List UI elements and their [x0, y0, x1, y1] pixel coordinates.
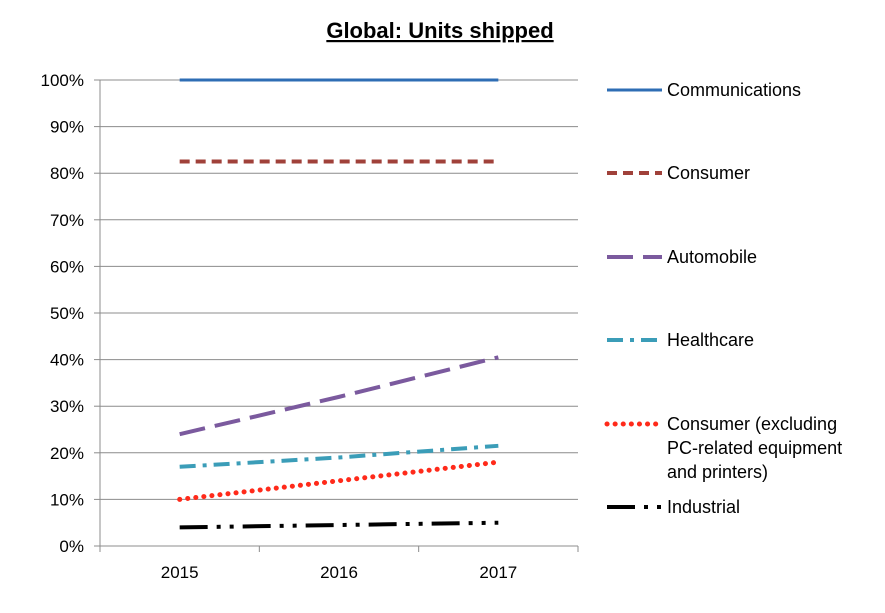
y-tick-label: 10% — [50, 490, 84, 509]
x-axis: 2015 2016 2017 — [99, 80, 579, 582]
legend-label: Consumer (excluding PC-related equipment a… — [667, 414, 842, 482]
x-tick-label: 2015 — [161, 563, 199, 582]
y-tick-label: 30% — [50, 397, 84, 416]
y-tick-label: 0% — [59, 537, 84, 556]
series-line — [179, 520, 499, 530]
y-tick-label: 20% — [50, 444, 84, 463]
legend-label: Automobile — [667, 247, 757, 267]
y-axis-ticks: 0% 10% 20% 30% 40% 50% 60% 70% 80% 90% 100% — [41, 71, 84, 556]
legend-label: Industrial — [667, 497, 740, 517]
legend-label: Healthcare — [667, 330, 754, 350]
series-lines — [177, 78, 501, 530]
y-tick-label: 60% — [50, 257, 84, 276]
series-line — [179, 443, 499, 469]
gridlines — [94, 79, 578, 547]
y-tick-label: 80% — [50, 164, 84, 183]
series-line — [177, 459, 501, 502]
y-tick-label: 70% — [50, 211, 84, 230]
series-line — [179, 355, 499, 437]
legend: Communications Consumer Automobile Healthca… — [604, 80, 842, 517]
y-tick-label: 100% — [41, 71, 84, 90]
y-tick-label: 90% — [50, 118, 84, 137]
y-tick-label: 50% — [50, 304, 84, 323]
y-tick-label: 40% — [50, 351, 84, 370]
chart-title: Global: Units shipped — [326, 18, 553, 43]
x-tick-label: 2017 — [479, 563, 517, 582]
legend-label: Consumer — [667, 163, 750, 183]
legend-label: Communications — [667, 80, 801, 100]
x-tick-label: 2016 — [320, 563, 358, 582]
